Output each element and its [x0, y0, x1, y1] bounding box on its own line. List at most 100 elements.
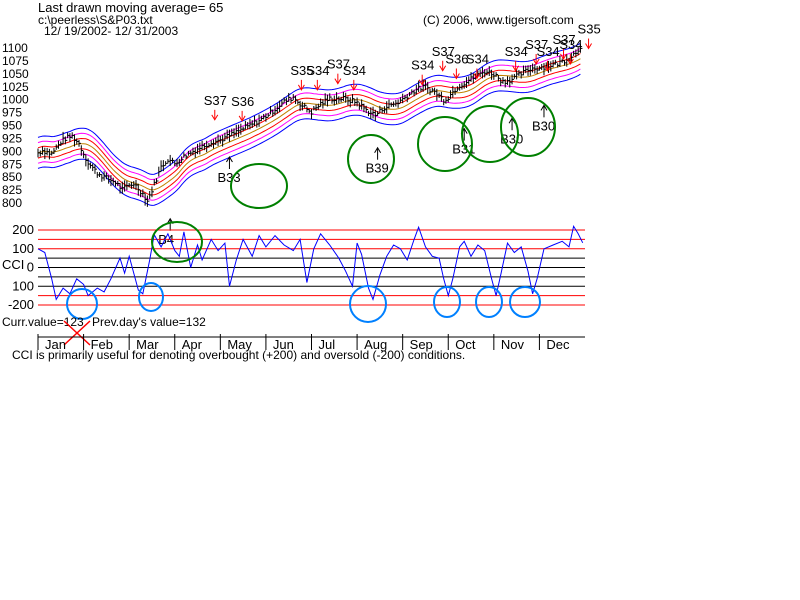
cci-line — [37, 224, 584, 301]
band-line — [37, 73, 581, 206]
price-tick-label: 1050 — [2, 67, 29, 81]
sell-signal-label: S34 — [343, 63, 366, 78]
cross-mark — [63, 320, 91, 346]
sell-arrow-head — [532, 58, 540, 66]
month-label: Jul — [319, 337, 336, 352]
month-label: Sep — [410, 337, 433, 352]
price-tick-label: 850 — [2, 170, 22, 184]
sell-signal-label: S37 — [327, 57, 350, 72]
sell-arrow-head — [211, 114, 219, 121]
price-tick-label: 800 — [2, 196, 22, 210]
cci-grid — [38, 229, 585, 306]
cci-circle-sep — [433, 286, 461, 318]
price-series — [37, 43, 583, 207]
price-tick-label: 975 — [2, 106, 22, 120]
sell-signal-label: S34 — [466, 52, 489, 67]
cci-circle-mar — [138, 282, 164, 312]
cci-tick-label: 200 — [12, 222, 34, 237]
month-label: Feb — [91, 337, 113, 352]
price-tick-label: 1000 — [2, 93, 29, 107]
buy-circle-b30-nov — [500, 97, 556, 157]
sell-signal-label: S35 — [290, 63, 313, 78]
sell-arrow-head — [418, 79, 426, 86]
buy-arrow-head — [226, 156, 233, 163]
month-label: Apr — [182, 337, 203, 352]
sell-signal-label: S34 — [411, 58, 434, 73]
month-label: Jan — [45, 337, 66, 352]
sell-signal-label: S37 — [432, 44, 455, 59]
sell-arrow-head — [313, 84, 321, 91]
cci-current-value: Curr.value=123 — [2, 315, 84, 329]
buy-circle-b31 — [417, 116, 473, 172]
price-tick-label: 950 — [2, 119, 22, 133]
buy-arrow-head — [374, 146, 382, 153]
sell-arrow-head — [297, 84, 305, 91]
price-tick-label: 1100 — [2, 41, 28, 55]
band-line — [37, 42, 581, 175]
sell-signal-label: S36 — [445, 52, 468, 67]
cci-tick-label: 100 — [12, 241, 34, 256]
cci-note: CCI is primarily useful for denoting ove… — [12, 348, 465, 362]
cci-circle-oct — [475, 286, 503, 318]
sell-signal-label: S34 — [505, 44, 528, 59]
cci-axis: 200 100 0 100 -200 — [8, 222, 34, 312]
sell-signal-label: S34 — [559, 37, 582, 52]
month-label: May — [227, 337, 252, 352]
header-file-path: c:\peerless\S&P03.txt — [38, 13, 153, 27]
cci-previous-value: Prev.day's value=132 — [92, 315, 206, 329]
sell-signal-label: S37 — [552, 32, 575, 47]
cci-circle-jan — [66, 288, 98, 320]
buy-circle-b4 — [151, 221, 203, 263]
header-date-range: 12/ 19/2002- 12/ 31/2003 — [44, 24, 178, 38]
cci-axis-label: CCI — [2, 257, 24, 272]
price-tick-label: 1025 — [2, 80, 29, 94]
header-moving-average: Last drawn moving average= 65 — [38, 0, 223, 15]
month-label: Jun — [273, 337, 294, 352]
sell-signal-label: S34 — [537, 44, 560, 59]
moving-average-bands — [37, 42, 581, 206]
sell-signal-label: S37 — [204, 93, 227, 108]
price-tick-label: 1075 — [2, 54, 29, 68]
sell-signal-label: S36 — [231, 94, 254, 109]
month-label: Oct — [455, 337, 476, 352]
buy-circle-b39 — [347, 134, 395, 184]
buy-signal-label: B39 — [366, 161, 389, 176]
annotation-circles — [66, 97, 556, 323]
price-tick-label: 900 — [2, 144, 22, 158]
sell-signal-label: S35 — [578, 22, 601, 37]
sell-arrow-head — [566, 58, 574, 66]
buy-circle-b33 — [230, 163, 288, 209]
sell-arrow-head — [452, 73, 460, 80]
month-label: Aug — [364, 337, 387, 352]
band-line — [37, 47, 581, 181]
price-tick-label: 825 — [2, 183, 22, 197]
band-line — [37, 63, 581, 196]
month-label: Nov — [501, 337, 525, 352]
cci-tick-label: 0 — [27, 260, 34, 275]
month-axis: Jan Feb Mar Apr May Jun Jul Aug Sep Oct Nov Dec — [37, 334, 585, 352]
price-tick-label: 925 — [2, 131, 22, 145]
sell-signal-label: S37 — [525, 37, 548, 52]
sell-arrow-head — [350, 84, 358, 91]
month-label: Mar — [136, 337, 159, 352]
band-line — [37, 68, 581, 201]
sell-arrow-head — [560, 53, 567, 60]
buy-arrow-head — [540, 104, 548, 111]
sell-arrow-head — [544, 65, 551, 72]
sell-arrow-head — [473, 73, 481, 80]
cci-tick-label: -200 — [8, 297, 34, 312]
sell-arrow-head — [238, 115, 246, 122]
price-axis: 1100107510501025100097595092590087585082… — [2, 41, 29, 210]
sell-signal-label: S34 — [306, 63, 329, 78]
price-tick-label: 875 — [2, 157, 22, 171]
buy-circle-b30-oct — [461, 105, 519, 163]
sell-arrow-head — [439, 65, 447, 72]
cci-tick-label: 100 — [12, 278, 34, 293]
header-copyright: (C) 2006, www.tigersoft.com — [423, 13, 574, 27]
buy-signal-label: B30 — [532, 118, 555, 133]
sell-arrow-head — [334, 78, 342, 85]
cci-circle-aug — [349, 285, 387, 323]
cci-circle-nov — [509, 286, 541, 318]
band-line — [37, 58, 581, 191]
